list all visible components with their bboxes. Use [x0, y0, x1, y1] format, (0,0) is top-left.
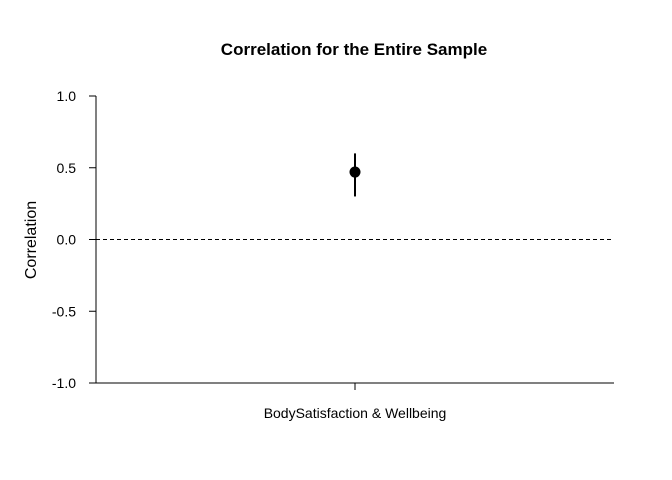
y-tick-label: -1.0 — [52, 375, 76, 391]
x-tick-label: BodySatisfaction & Wellbeing — [264, 405, 447, 421]
y-tick-label: 0.5 — [57, 160, 77, 176]
chart-title: Correlation for the Entire Sample — [221, 40, 487, 59]
y-axis-label: Correlation — [23, 201, 40, 279]
point-estimate — [349, 166, 361, 178]
y-tick-label: -0.5 — [52, 303, 76, 319]
y-tick-label: 0.0 — [57, 232, 77, 248]
y-ticks: 1.0 0.5 0.0 -0.5 -1.0 — [52, 88, 96, 391]
y-tick-label: 1.0 — [57, 88, 77, 104]
points-layer — [349, 153, 361, 197]
x-ticks: BodySatisfaction & Wellbeing — [264, 383, 447, 421]
